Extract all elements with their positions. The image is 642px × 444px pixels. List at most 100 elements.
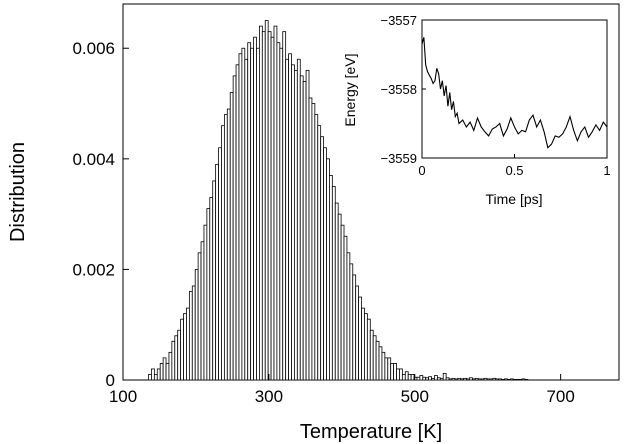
- histogram-bar: [349, 263, 354, 381]
- histogram-bar: [471, 378, 476, 381]
- inset-y-tick-label: −3558: [380, 82, 417, 97]
- histogram-bar: [337, 213, 342, 381]
- histogram-bar: [191, 285, 196, 381]
- histogram-bar: [381, 351, 386, 381]
- histogram-bar: [221, 125, 225, 381]
- histogram-bar: [486, 378, 491, 381]
- histogram-bar: [352, 274, 357, 381]
- histogram-bar: [457, 377, 462, 381]
- histogram-bar: [521, 378, 526, 381]
- histogram-bar: [323, 147, 327, 381]
- inset-x-tick-label: 0.5: [505, 163, 523, 178]
- histogram-bar: [188, 291, 193, 381]
- histogram-bar: [226, 108, 231, 381]
- histogram-bar: [232, 75, 237, 381]
- x-tick-label: 700: [546, 387, 574, 406]
- main-bars-group: [148, 20, 529, 381]
- histogram-bar: [343, 235, 348, 381]
- histogram-bar: [212, 180, 217, 381]
- histogram-bar: [186, 307, 190, 381]
- histogram-bar: [466, 378, 470, 381]
- histogram-bar: [261, 31, 266, 381]
- histogram-bar: [355, 285, 359, 381]
- histogram-bar: [404, 371, 409, 381]
- inset-x-tick-label: 0: [418, 163, 425, 178]
- histogram-bar: [148, 374, 152, 381]
- histogram-bar: [203, 224, 208, 381]
- histogram-bar: [183, 313, 187, 381]
- histogram-bar: [253, 36, 257, 381]
- histogram-bar: [177, 329, 182, 381]
- y-tick-label: 0.002: [72, 260, 115, 279]
- histogram-bar: [151, 368, 155, 381]
- histogram-bar: [361, 307, 365, 381]
- histogram-bar: [399, 368, 403, 381]
- histogram-bar: [460, 378, 465, 381]
- histogram-bar: [194, 269, 199, 381]
- histogram-bar: [390, 363, 395, 381]
- histogram-bar: [279, 47, 284, 381]
- histogram-bar: [498, 378, 502, 381]
- histogram-bar: [174, 335, 179, 381]
- histogram-bar: [334, 202, 339, 381]
- histogram-bar: [244, 58, 249, 381]
- histogram-bar: [375, 340, 380, 381]
- histogram-bar: [291, 64, 295, 381]
- histogram-bar: [477, 378, 482, 381]
- histogram-bar: [162, 357, 167, 381]
- histogram-bar: [439, 377, 444, 381]
- histogram-bar: [515, 379, 520, 381]
- histogram-bar: [159, 363, 164, 381]
- histogram-bar: [331, 186, 336, 381]
- histogram-bar: [241, 47, 246, 381]
- histogram-bar: [425, 377, 430, 381]
- histogram-bar: [416, 376, 421, 381]
- histogram-bar: [483, 377, 488, 381]
- main-y-axis-label: Distribution: [7, 142, 29, 242]
- histogram-bar: [320, 136, 324, 381]
- histogram-bar: [480, 378, 485, 381]
- histogram-bar: [358, 296, 362, 381]
- x-tick-label: 500: [401, 387, 429, 406]
- histogram-bar: [264, 20, 269, 381]
- histogram-bar: [509, 378, 514, 381]
- x-tick-label: 300: [255, 387, 283, 406]
- inset-x-axis-label: Time [ps]: [485, 191, 542, 207]
- histogram-bar: [489, 378, 494, 381]
- histogram-bar: [296, 58, 301, 381]
- histogram-bar: [165, 363, 170, 381]
- inset-line-group: [421, 37, 608, 149]
- histogram-bar: [448, 378, 453, 381]
- histogram-bar: [419, 375, 424, 381]
- histogram-bar: [369, 329, 374, 381]
- histogram-bar: [209, 197, 214, 381]
- histogram-bar: [215, 163, 219, 381]
- histogram-bar: [445, 377, 450, 381]
- histogram-bar: [407, 374, 412, 381]
- histogram-bar: [197, 252, 202, 381]
- histogram-bar: [512, 379, 517, 381]
- histogram-bar: [431, 377, 435, 381]
- histogram-bar: [506, 379, 511, 381]
- histogram-bar: [276, 42, 281, 381]
- histogram-bar: [474, 377, 479, 381]
- histogram-bar: [256, 47, 260, 381]
- main-axes-group: 100 300 500 700 0 0.002 0.004 0.006: [72, 39, 574, 406]
- histogram-bar: [492, 377, 497, 381]
- inset-y-tick-label: −3557: [380, 13, 417, 28]
- histogram-bar: [384, 357, 389, 381]
- histogram-bar: [229, 92, 234, 381]
- histogram-bar: [218, 147, 222, 381]
- histogram-bar: [436, 377, 441, 381]
- energy-series-line: [421, 37, 608, 149]
- histogram-bar: [294, 69, 298, 381]
- histogram-bar: [428, 376, 432, 381]
- histogram-bar: [329, 175, 333, 381]
- inset-y-tick-label: −3559: [380, 151, 417, 166]
- histogram-bar: [238, 53, 243, 381]
- histogram-bar: [469, 377, 473, 381]
- histogram-bar: [314, 114, 319, 381]
- histogram-bar: [308, 97, 313, 381]
- histogram-bar: [422, 376, 427, 381]
- inset-y-axis-label: Energy [eV]: [342, 53, 358, 126]
